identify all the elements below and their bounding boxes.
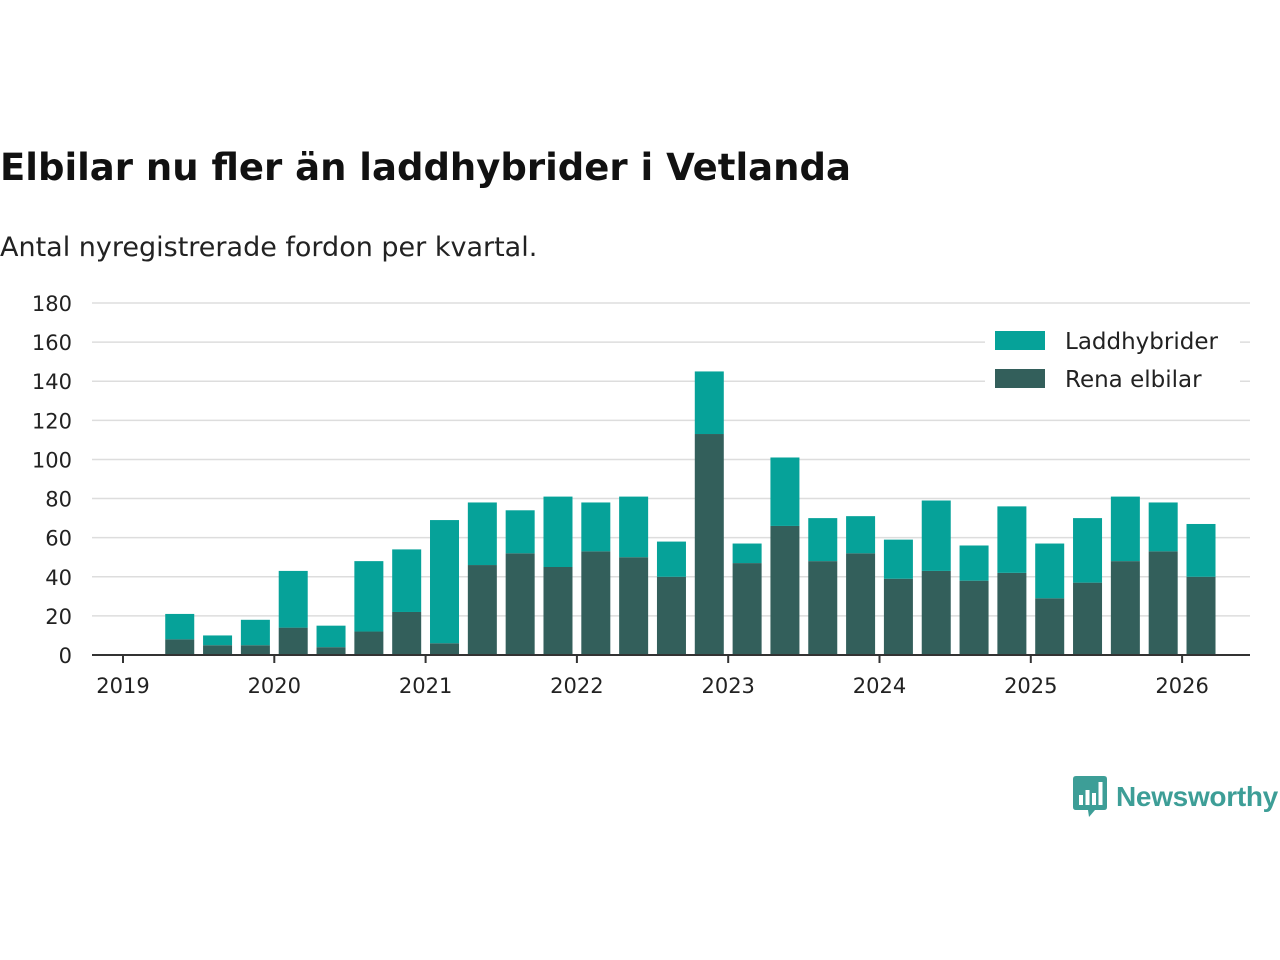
y-tick-label: 60 xyxy=(45,527,72,551)
y-tick-label: 20 xyxy=(45,605,72,629)
bar-rena-elbilar xyxy=(581,551,611,655)
chart-title: Elbilar nu fler än laddhybrider i Vetlan… xyxy=(0,146,851,189)
bar-rena-elbilar xyxy=(467,565,497,655)
bar-rena-elbilar xyxy=(921,570,951,655)
bar-laddhybrider xyxy=(240,619,270,646)
bar-laddhybrider xyxy=(656,541,686,577)
bar-laddhybrider xyxy=(997,506,1027,573)
legend-swatch xyxy=(995,369,1045,388)
bar-laddhybrider xyxy=(959,545,989,581)
bar-rena-elbilar xyxy=(732,563,762,655)
brand-name: Newsworthy xyxy=(1116,781,1278,812)
y-tick-label: 120 xyxy=(32,409,72,433)
bar-rena-elbilar xyxy=(846,553,876,655)
bar-laddhybrider xyxy=(846,516,876,554)
bar-chart-speech-icon xyxy=(1073,776,1107,817)
bar-laddhybrider xyxy=(1148,502,1178,552)
bar-laddhybrider xyxy=(883,539,913,579)
bar-laddhybrider xyxy=(543,496,573,567)
x-tick-label: 2026 xyxy=(1155,674,1208,698)
bar-rena-elbilar xyxy=(619,557,649,655)
bar-laddhybrider xyxy=(619,496,649,558)
bar-rena-elbilar xyxy=(165,639,195,655)
bar-laddhybrider xyxy=(1110,496,1140,562)
bars xyxy=(165,371,1216,655)
bar-rena-elbilar xyxy=(1148,551,1178,655)
bar-rena-elbilar xyxy=(392,611,422,655)
bar-laddhybrider xyxy=(732,543,762,564)
bar-rena-elbilar xyxy=(240,645,270,655)
bar-rena-elbilar xyxy=(543,567,573,655)
bar-laddhybrider xyxy=(392,549,422,612)
y-tick-label: 0 xyxy=(59,644,72,668)
bar-laddhybrider xyxy=(203,635,233,646)
x-tick-label: 2023 xyxy=(701,674,754,698)
axes: 0 20 40 60 80 100 120 140 160 180 2019 2020 2021 2022… xyxy=(32,292,1250,698)
bar-rena-elbilar xyxy=(656,576,686,655)
y-tick-label: 140 xyxy=(32,370,72,394)
bar-laddhybrider xyxy=(278,570,308,628)
bar-rena-elbilar xyxy=(1035,598,1065,655)
bar-rena-elbilar xyxy=(694,434,724,655)
bar-rena-elbilar xyxy=(278,627,308,655)
x-tick-label: 2024 xyxy=(853,674,906,698)
bar-rena-elbilar xyxy=(430,643,460,655)
bar-laddhybrider xyxy=(165,613,195,640)
bar-rena-elbilar xyxy=(1110,561,1140,655)
y-tick-label: 180 xyxy=(32,292,72,316)
bar-laddhybrider xyxy=(808,518,838,562)
bar-rena-elbilar xyxy=(959,580,989,655)
x-tick-label: 2020 xyxy=(248,674,301,698)
bar-rena-elbilar xyxy=(997,572,1027,655)
legend-label: Laddhybrider xyxy=(1065,329,1218,355)
bar-rena-elbilar xyxy=(808,561,838,655)
bar-rena-elbilar xyxy=(316,647,346,655)
bar-rena-elbilar xyxy=(1186,576,1216,655)
y-tick-label: 160 xyxy=(32,331,72,355)
bar-laddhybrider xyxy=(505,510,535,554)
bar-laddhybrider xyxy=(1035,543,1065,599)
bar-laddhybrider xyxy=(694,371,724,435)
x-tick-label: 2021 xyxy=(399,674,452,698)
x-tick-label: 2019 xyxy=(96,674,149,698)
bar-laddhybrider xyxy=(581,502,611,552)
legend-label: Rena elbilar xyxy=(1065,367,1202,393)
x-tick-label: 2025 xyxy=(1004,674,1057,698)
x-tick-label: 2022 xyxy=(550,674,603,698)
bar-laddhybrider xyxy=(316,625,346,648)
bar-laddhybrider xyxy=(921,500,951,571)
bar-rena-elbilar xyxy=(354,631,384,655)
y-tick-label: 80 xyxy=(45,488,72,512)
chart-subtitle: Antal nyregistrerade fordon per kvartal. xyxy=(0,232,538,263)
bar-laddhybrider xyxy=(354,561,384,632)
bar-rena-elbilar xyxy=(883,578,913,655)
newsworthy-logo: Newsworthy xyxy=(1073,776,1278,818)
legend-swatch xyxy=(995,331,1045,350)
bar-laddhybrider xyxy=(770,457,800,526)
bar-rena-elbilar xyxy=(770,525,800,655)
bar-rena-elbilar xyxy=(505,553,535,655)
bar-laddhybrider xyxy=(467,502,497,566)
bar-rena-elbilar xyxy=(1073,582,1103,655)
bar-laddhybrider xyxy=(430,520,460,644)
bar-rena-elbilar xyxy=(203,645,233,655)
y-tick-label: 100 xyxy=(32,448,72,472)
legend: Laddhybrider Rena elbilar xyxy=(985,322,1240,404)
bar-laddhybrider xyxy=(1186,523,1216,577)
y-tick-label: 40 xyxy=(45,566,72,590)
bar-laddhybrider xyxy=(1073,518,1103,583)
